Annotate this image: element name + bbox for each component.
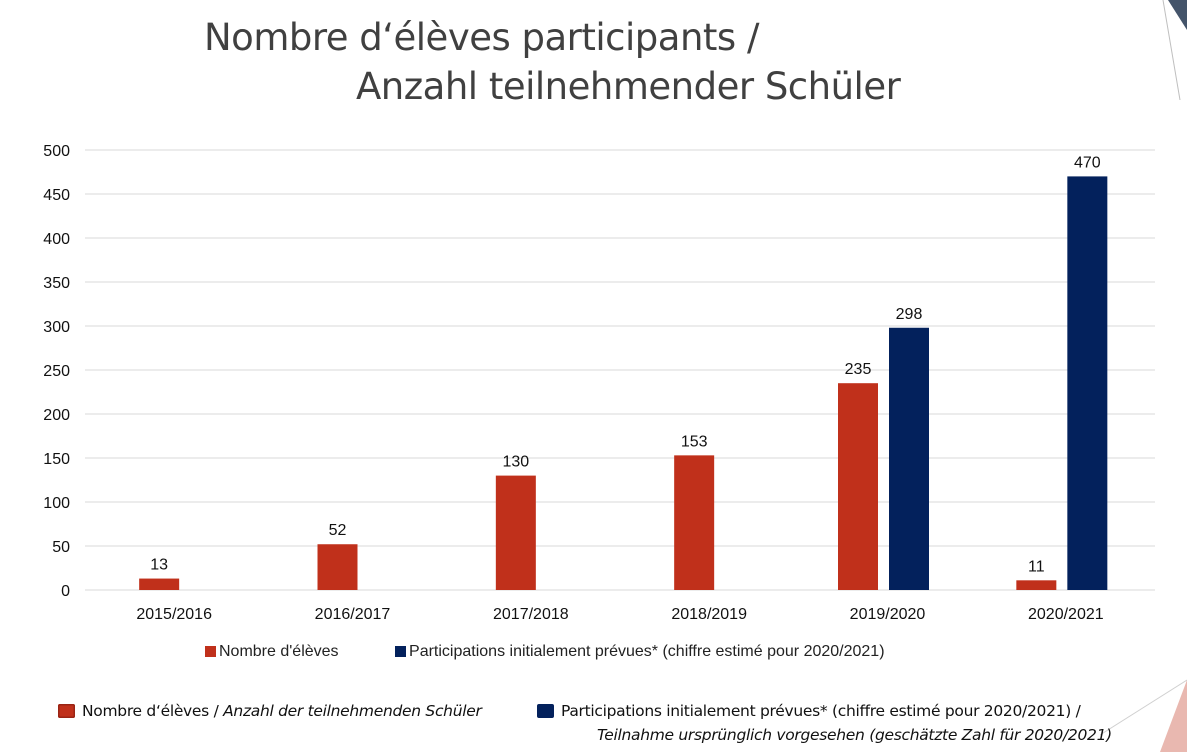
bar-chart: 0 50 100 150 200 250 300 350 400 450 500 13 52 130 15… (43, 143, 1155, 623)
legend-item-nombre-eleves: Nombre d'élèves (205, 643, 343, 660)
bar (317, 544, 358, 590)
y-tick-label: 150 (43, 451, 70, 468)
y-tick-label: 300 (43, 319, 70, 336)
y-tick-label: 400 (43, 231, 70, 248)
chart-legend: Nombre d'élèves Participations initialem… (205, 643, 885, 661)
bar (889, 327, 929, 590)
decorative-shape-top-icon (1162, 0, 1187, 101)
bars (139, 176, 1108, 590)
x-tick-label: 2015/2016 (136, 606, 212, 623)
bar (1067, 176, 1108, 590)
decorative-corner-top (1150, 0, 1187, 101)
bar (838, 383, 878, 590)
bar (674, 455, 715, 590)
x-tick-label: 2016/2017 (315, 606, 391, 623)
x-tick-label: 2018/2019 (671, 606, 747, 623)
data-label: 298 (896, 306, 923, 323)
y-tick-label: 450 (43, 187, 70, 204)
y-tick-label: 100 (43, 495, 70, 512)
data-label: 470 (1074, 154, 1101, 171)
data-label: 130 (502, 454, 529, 471)
data-label: 235 (845, 361, 872, 378)
legend-item-participations: Participations initialement prévues* (ch… (395, 643, 885, 660)
y-tick-label: 350 (43, 275, 70, 292)
x-tick-label: 2019/2020 (850, 606, 926, 623)
bilingual-legend-item-2: Participations initialement prévues* (ch… (537, 702, 1081, 720)
x-axis-ticks: 2015/2016 2016/2017 2017/2018 2018/2019 2019… (136, 606, 1103, 623)
data-label: 153 (681, 433, 708, 450)
y-tick-label: 250 (43, 363, 70, 380)
bar (1016, 580, 1057, 590)
legend-label-fr: Nombre d‘élèves / (82, 702, 224, 720)
decorative-shape-bottom-icon (1099, 679, 1187, 752)
legend-label-fr: Participations initialement prévues* (ch… (561, 702, 1081, 720)
legend-label: Participations initialement prévues* (ch… (409, 643, 885, 660)
legend-swatch-navy-icon (395, 646, 407, 657)
data-label: 52 (329, 522, 347, 539)
data-labels: 13 52 130 153 235 298 11 470 (150, 154, 1101, 575)
data-label: 11 (1028, 558, 1045, 575)
y-tick-label: 200 (43, 407, 70, 424)
data-label: 13 (150, 557, 168, 574)
x-tick-label: 2020/2021 (1028, 606, 1104, 623)
y-tick-label: 50 (52, 539, 70, 556)
legend-label: Nombre d'élèves (219, 643, 339, 660)
decorative-corner-bottom (1099, 660, 1187, 752)
y-tick-label: 500 (43, 143, 70, 160)
x-tick-label: 2017/2018 (493, 606, 569, 623)
legend-label-de: Anzahl der teilnehmenden Schüler (223, 702, 482, 720)
bar (139, 578, 180, 590)
legend-swatch-red-icon (58, 704, 75, 718)
y-axis-ticks: 0 50 100 150 200 250 300 350 400 450 500 (43, 143, 70, 600)
legend-swatch-navy-icon (537, 704, 554, 718)
chart-title-line-1: Nombre d‘élèves participants / (204, 16, 759, 59)
y-tick-label: 0 (61, 583, 70, 600)
chart-title-line-2: Anzahl teilnehmender Schüler (356, 65, 901, 108)
gridlines (85, 149, 1155, 591)
bilingual-legend-item-2-de: Teilnahme ursprünglich vorgesehen (gesch… (597, 726, 1112, 744)
legend-swatch-red-icon (205, 646, 216, 657)
bar (495, 475, 536, 590)
bilingual-legend-item-1: Nombre d‘élèves / Anzahl der teilnehmend… (58, 702, 482, 720)
